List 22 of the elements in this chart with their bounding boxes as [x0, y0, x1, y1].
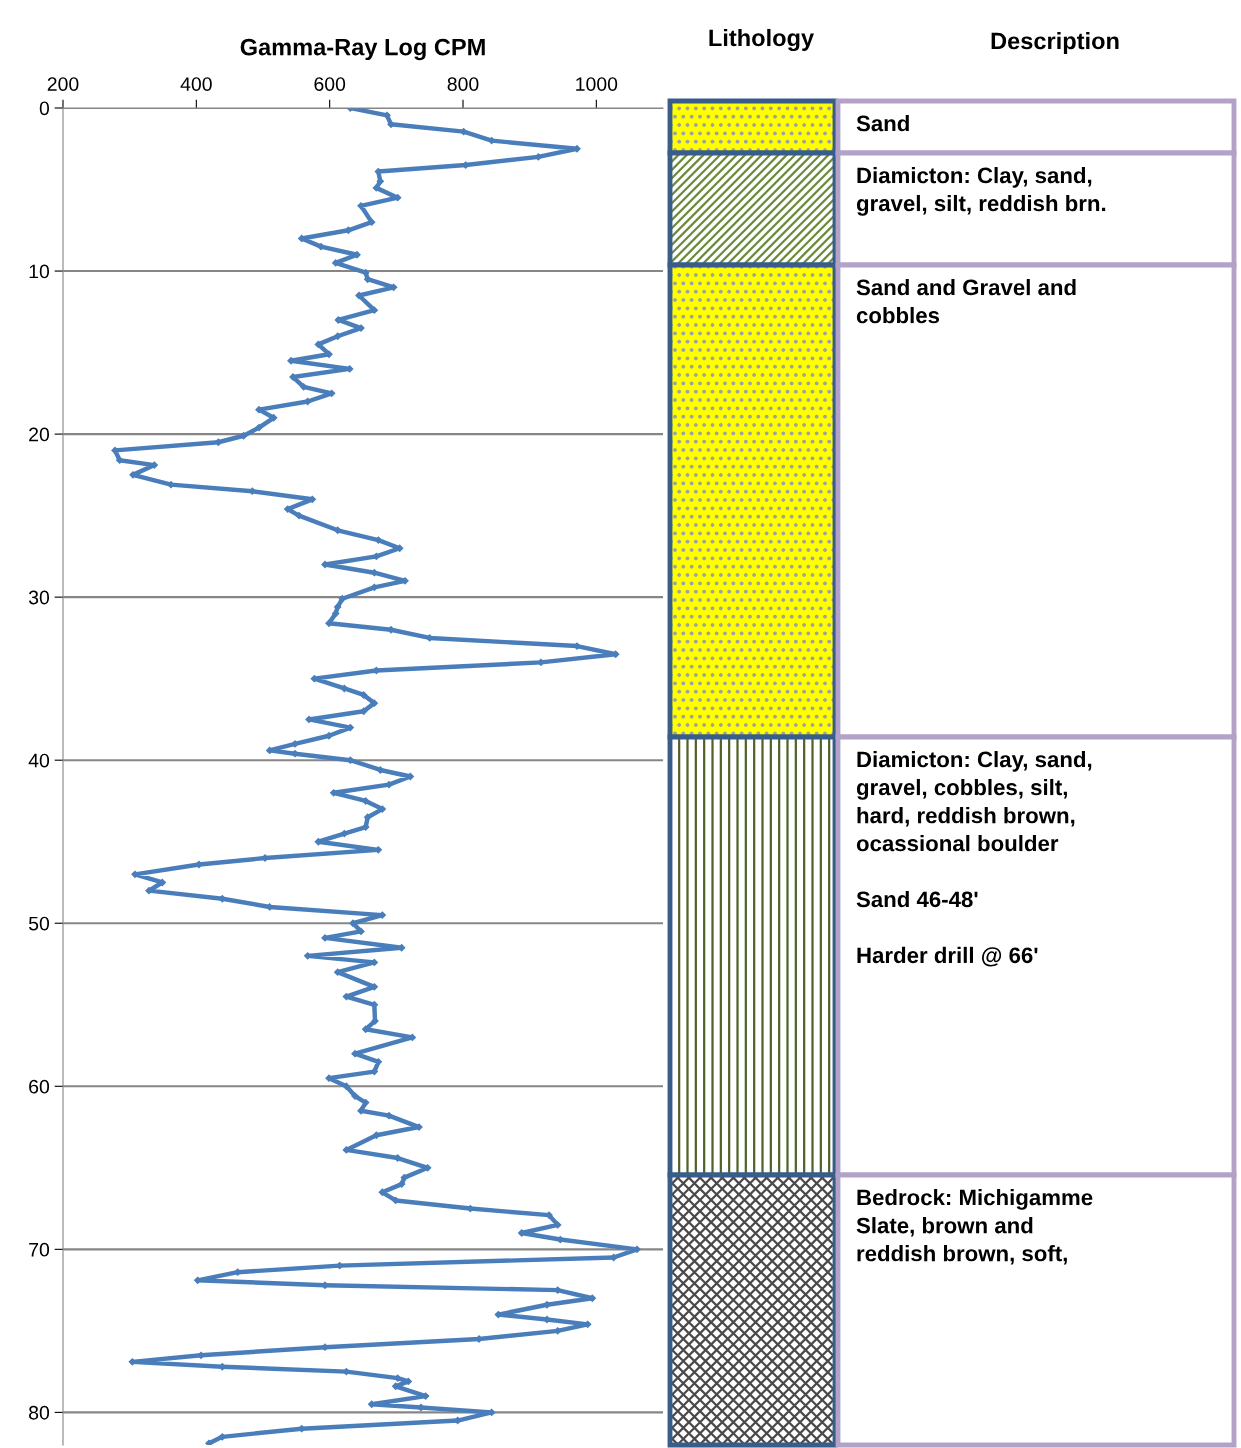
y-tick-label: 60 — [29, 1079, 50, 1094]
y-tick-label: 40 — [28, 753, 50, 768]
text: Bedrock: Michigamme Slate, brown and reddish brown, soft, — [856, 1189, 1093, 1265]
y-tick-label: 20 — [29, 427, 50, 442]
x-tick-label: 400 — [180, 77, 212, 91]
text: Sand — [856, 115, 909, 132]
text: Description — [991, 32, 1119, 54]
text: Diamicton: Clay, sand, gravel, cobbles, silt, hard, reddish brown, ocassional boulder Sand 46-48' Harder drill @ 66' — [856, 751, 1092, 967]
text: Lithology — [709, 28, 814, 52]
text: Diamicton: Clay, sand, gravel, silt, reddish brn. — [856, 167, 1106, 216]
x-tick-label: 800 — [447, 77, 479, 91]
y-tick-label: 0 — [39, 101, 50, 116]
y-tick-label: 10 — [29, 264, 50, 279]
y-tick-label: 50 — [28, 916, 50, 931]
text: Sand and Gravel and cobbles — [856, 279, 1076, 324]
x-tick-label: 600 — [314, 77, 346, 91]
y-tick-label: 30 — [28, 590, 50, 605]
x-tick-label: 1000 — [576, 77, 618, 91]
x-tick-label: 200 — [47, 77, 79, 91]
y-tick-label: 70 — [29, 1242, 50, 1257]
chart-title: Gamma-Ray Log CPM — [240, 38, 485, 61]
y-tick-label: 80 — [29, 1405, 50, 1420]
